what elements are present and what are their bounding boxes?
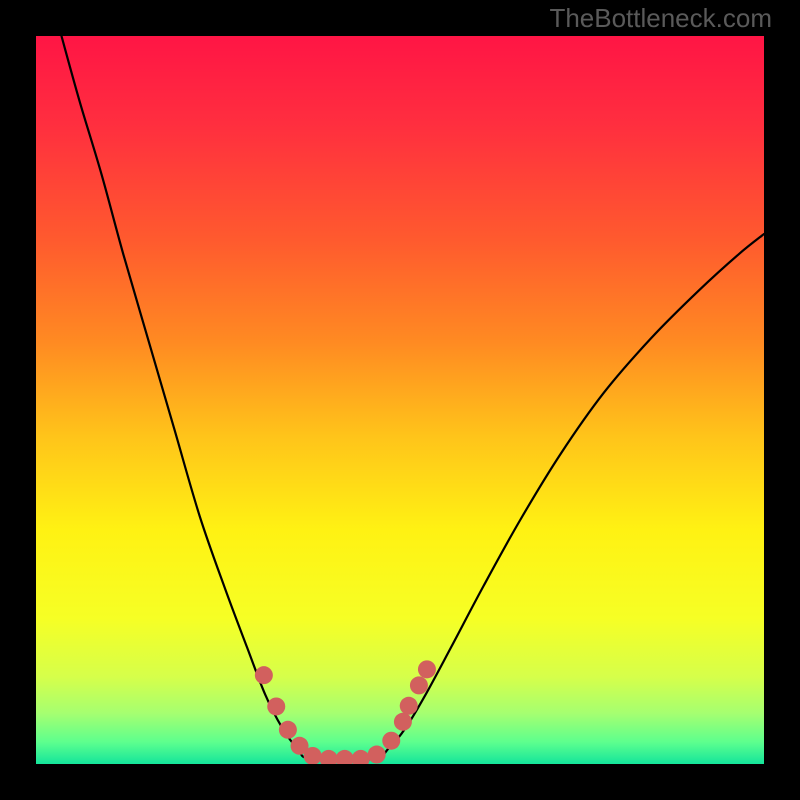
curve-marker [368,746,386,764]
watermark-text: TheBottleneck.com [549,3,772,34]
curve-marker [394,713,412,731]
plot-area [36,36,764,764]
curve-marker [336,750,354,764]
curve-marker [320,750,338,764]
stage: TheBottleneck.com [0,0,800,800]
curve-marker [410,676,428,694]
curve-marker [279,721,297,739]
curve-marker [352,750,370,764]
curve-marker [418,660,436,678]
curve-marker [400,697,418,715]
curve-marker [267,697,285,715]
chart-overlay [36,36,764,764]
bottleneck-curve [61,36,764,760]
curve-marker [255,666,273,684]
curve-marker [382,732,400,750]
curve-markers [255,660,436,764]
